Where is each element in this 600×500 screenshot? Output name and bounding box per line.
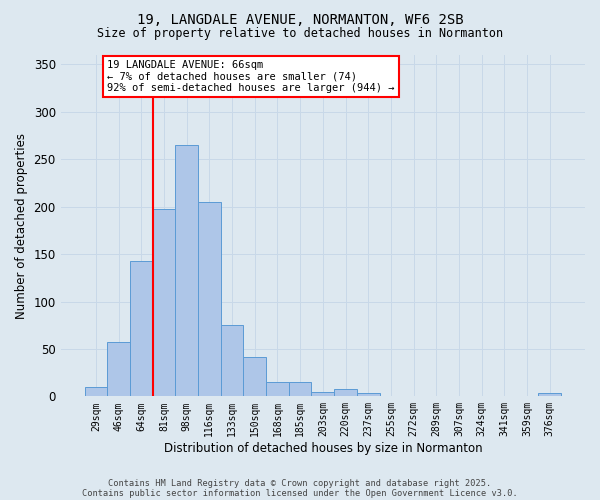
Bar	[334, 388, 357, 396]
Bar	[289, 382, 311, 396]
Bar	[107, 342, 130, 396]
Y-axis label: Number of detached properties: Number of detached properties	[15, 132, 28, 318]
Bar	[311, 392, 334, 396]
Bar	[538, 394, 561, 396]
Bar	[175, 145, 198, 397]
Bar	[244, 356, 266, 397]
Text: Contains HM Land Registry data © Crown copyright and database right 2025.: Contains HM Land Registry data © Crown c…	[109, 478, 491, 488]
Bar	[221, 325, 244, 396]
Bar	[85, 387, 107, 396]
Bar	[266, 382, 289, 396]
Text: 19, LANGDALE AVENUE, NORMANTON, WF6 2SB: 19, LANGDALE AVENUE, NORMANTON, WF6 2SB	[137, 12, 463, 26]
Text: Size of property relative to detached houses in Normanton: Size of property relative to detached ho…	[97, 28, 503, 40]
Text: 19 LANGDALE AVENUE: 66sqm
← 7% of detached houses are smaller (74)
92% of semi-d: 19 LANGDALE AVENUE: 66sqm ← 7% of detach…	[107, 60, 395, 93]
X-axis label: Distribution of detached houses by size in Normanton: Distribution of detached houses by size …	[164, 442, 482, 455]
Bar	[130, 260, 152, 396]
Text: Contains public sector information licensed under the Open Government Licence v3: Contains public sector information licen…	[82, 488, 518, 498]
Bar	[198, 202, 221, 396]
Bar	[357, 394, 380, 396]
Bar	[152, 208, 175, 396]
